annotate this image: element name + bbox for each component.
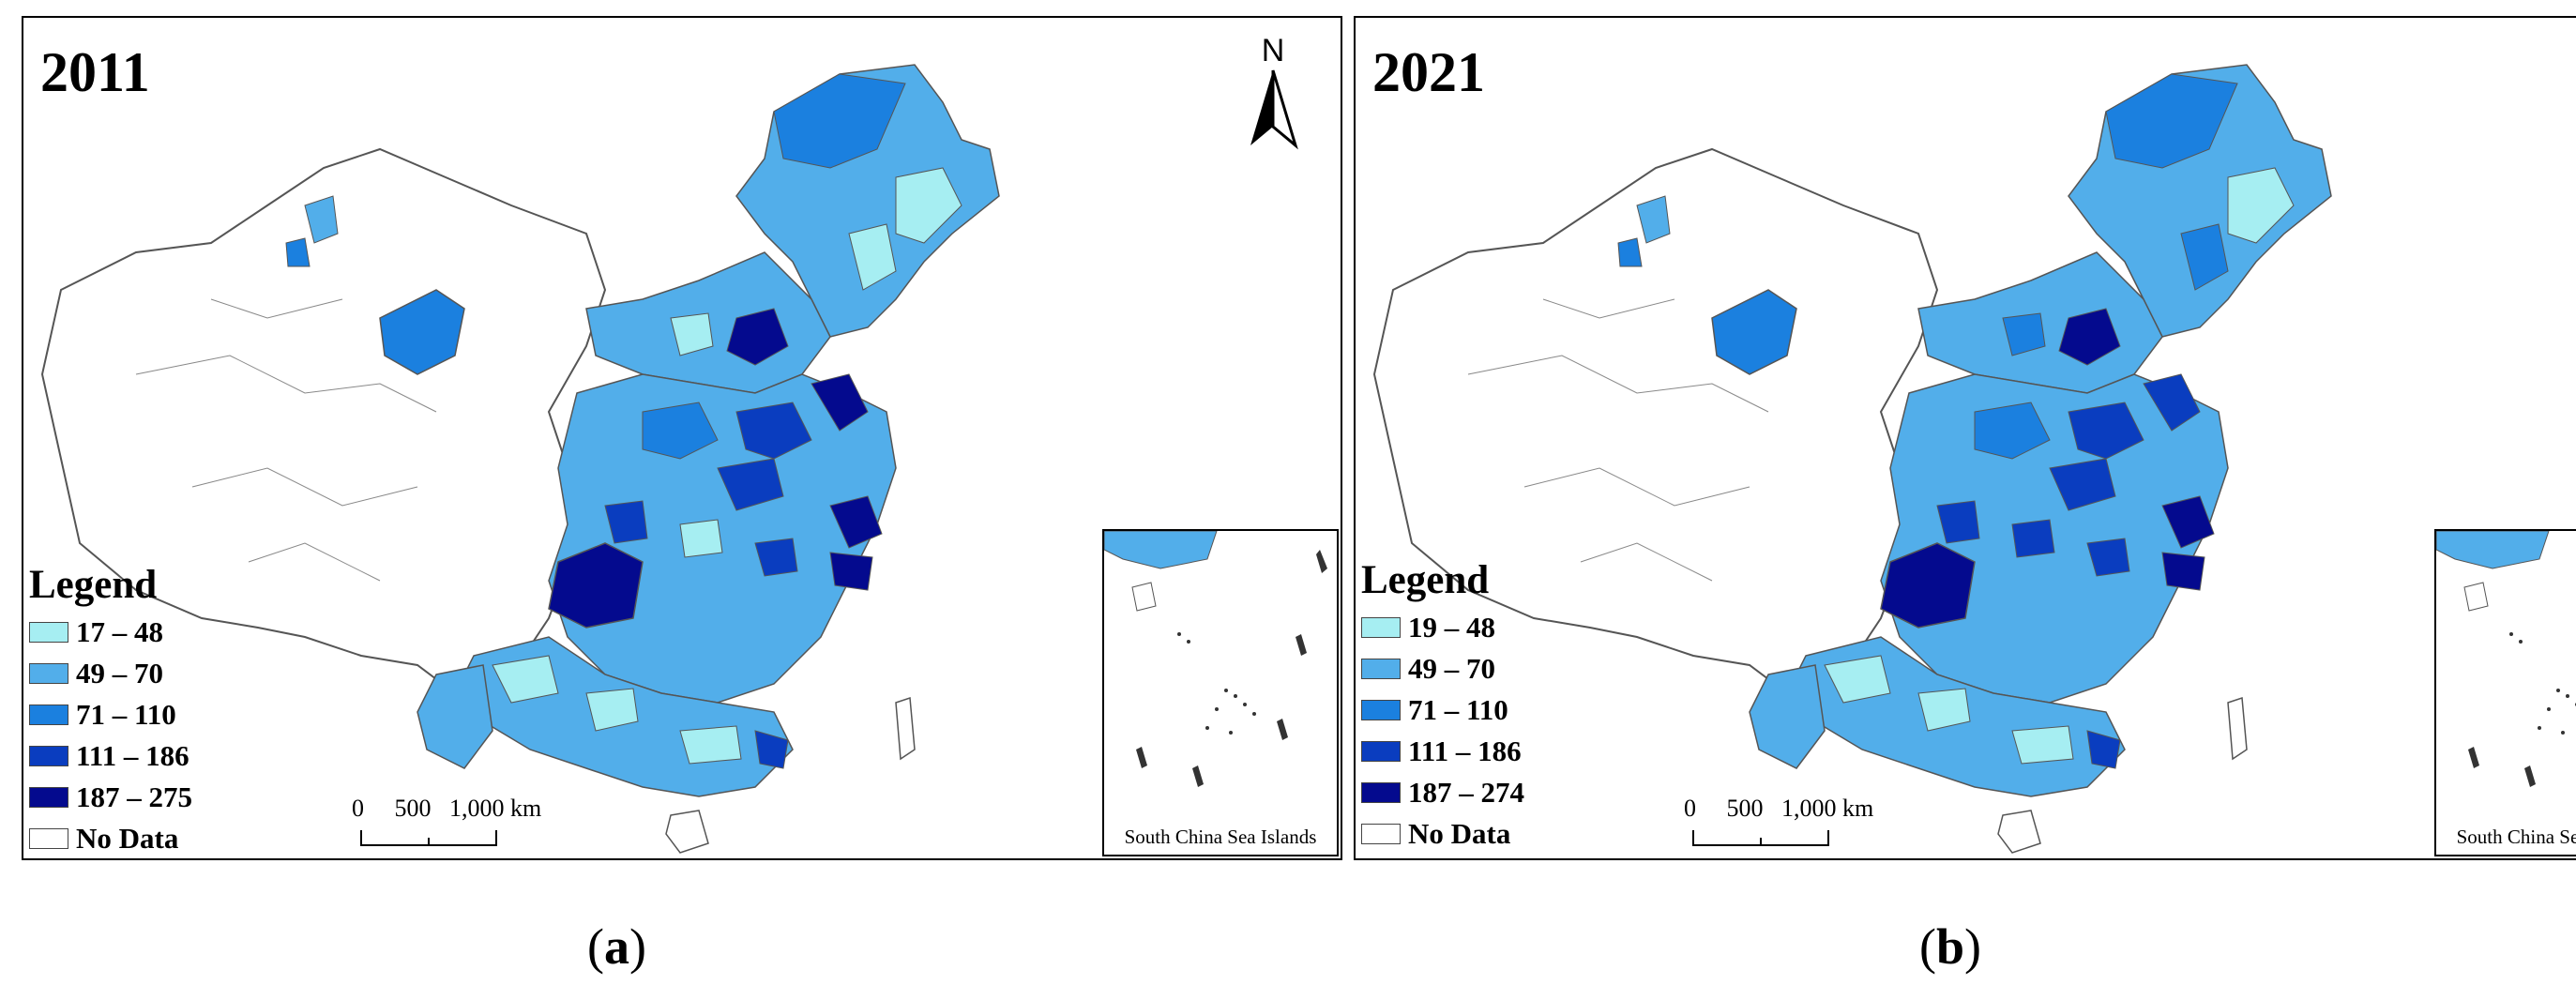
scale-bar-graphic xyxy=(360,830,497,846)
legend-swatch xyxy=(1361,700,1401,720)
legend-swatch xyxy=(29,622,68,643)
legend-swatch xyxy=(29,828,68,849)
legend-label: 111 – 186 xyxy=(1408,735,1522,767)
legend-item: 111 – 186 xyxy=(29,735,329,777)
china-choropleth-map xyxy=(1372,64,2332,854)
legend-swatch xyxy=(29,746,68,766)
caption-open: ( xyxy=(1919,918,1936,975)
north-arrow-icon xyxy=(2568,67,2576,151)
legend-item: 71 – 110 xyxy=(29,694,329,735)
legend-label: 17 – 48 xyxy=(76,615,163,648)
legend-label: 19 – 48 xyxy=(1408,611,1495,644)
legend-swatch xyxy=(1361,782,1401,803)
legend-label: No Data xyxy=(76,822,179,855)
north-arrow: N xyxy=(2568,35,2576,157)
legend-label: 71 – 110 xyxy=(76,698,176,731)
scale-label: 0 500 1,000 km xyxy=(352,795,542,822)
caption-letter: a xyxy=(603,918,629,975)
legend-swatch xyxy=(1361,659,1401,679)
legend-item: 187 – 275 xyxy=(29,777,329,818)
legend-label: 111 – 186 xyxy=(76,739,189,772)
legend-item: 19 – 48 xyxy=(1361,607,1661,648)
legend-label: 187 – 275 xyxy=(76,780,192,813)
legend-item: No Data xyxy=(29,818,329,858)
map-year-title: 2011 xyxy=(40,41,150,103)
south-china-sea-inset: South China Sea Islands xyxy=(1102,529,1339,856)
south-china-sea-inset: South China Sea Islands xyxy=(2434,529,2576,856)
north-label: N xyxy=(1261,33,1285,68)
caption-close: ) xyxy=(629,918,646,975)
legend-item: 71 – 110 xyxy=(1361,689,1661,731)
legend-label: No Data xyxy=(1408,817,1511,850)
north-arrow-icon xyxy=(1250,69,1298,150)
legend-label: 187 – 274 xyxy=(1408,776,1524,809)
scale-bar-graphic xyxy=(1692,830,1829,846)
map-panel-2011: 2011 N Legend 17 – 48 49 – 70 71 – 110 1… xyxy=(22,16,1342,860)
scale-label: 0 500 1,000 km xyxy=(1684,795,1874,822)
map-legend: Legend 19 – 48 49 – 70 71 – 110 111 – 18… xyxy=(1361,557,1661,855)
map-panel-2021: 2021 N Legend 19 – 48 49 – 70 71 – 110 1… xyxy=(1354,16,2576,860)
north-label: N xyxy=(2568,35,2576,67)
scale-bar: 0 500 1,000 km xyxy=(352,795,541,851)
caption-letter: b xyxy=(1935,918,1965,975)
legend-swatch xyxy=(29,787,68,808)
map-legend: Legend 17 – 48 49 – 70 71 – 110 111 – 18… xyxy=(29,562,329,858)
legend-label: 71 – 110 xyxy=(1408,693,1508,726)
map-year-title: 2021 xyxy=(1372,41,1485,103)
legend-item: 187 – 274 xyxy=(1361,772,1661,813)
inset-label: South China Sea Islands xyxy=(1124,826,1317,848)
legend-swatch xyxy=(1361,824,1401,844)
legend-label: 49 – 70 xyxy=(76,657,163,689)
inset-label: South China Sea Islands xyxy=(2456,826,2576,848)
china-choropleth-map xyxy=(40,64,1000,854)
legend-item: 17 – 48 xyxy=(29,612,329,653)
legend-label: 49 – 70 xyxy=(1408,652,1495,685)
legend-swatch xyxy=(1361,617,1401,638)
caption-close: ) xyxy=(1964,918,1982,975)
legend-swatch xyxy=(1361,741,1401,762)
scale-bar: 0 500 1,000 km xyxy=(1684,795,1873,851)
legend-swatch xyxy=(29,663,68,684)
legend-title: Legend xyxy=(1361,558,1490,602)
inset-map xyxy=(2436,531,2576,787)
legend-item: 49 – 70 xyxy=(29,653,329,694)
north-arrow: N xyxy=(1235,35,1311,157)
legend-item: 49 – 70 xyxy=(1361,648,1661,689)
legend-item: No Data xyxy=(1361,813,1661,855)
legend-title: Legend xyxy=(29,563,158,607)
caption-b: (b) xyxy=(1919,917,1981,976)
caption-a: (a) xyxy=(587,917,646,976)
caption-open: ( xyxy=(587,918,604,975)
inset-map xyxy=(1104,531,1327,787)
legend-item: 111 – 186 xyxy=(1361,731,1661,772)
legend-swatch xyxy=(29,705,68,725)
